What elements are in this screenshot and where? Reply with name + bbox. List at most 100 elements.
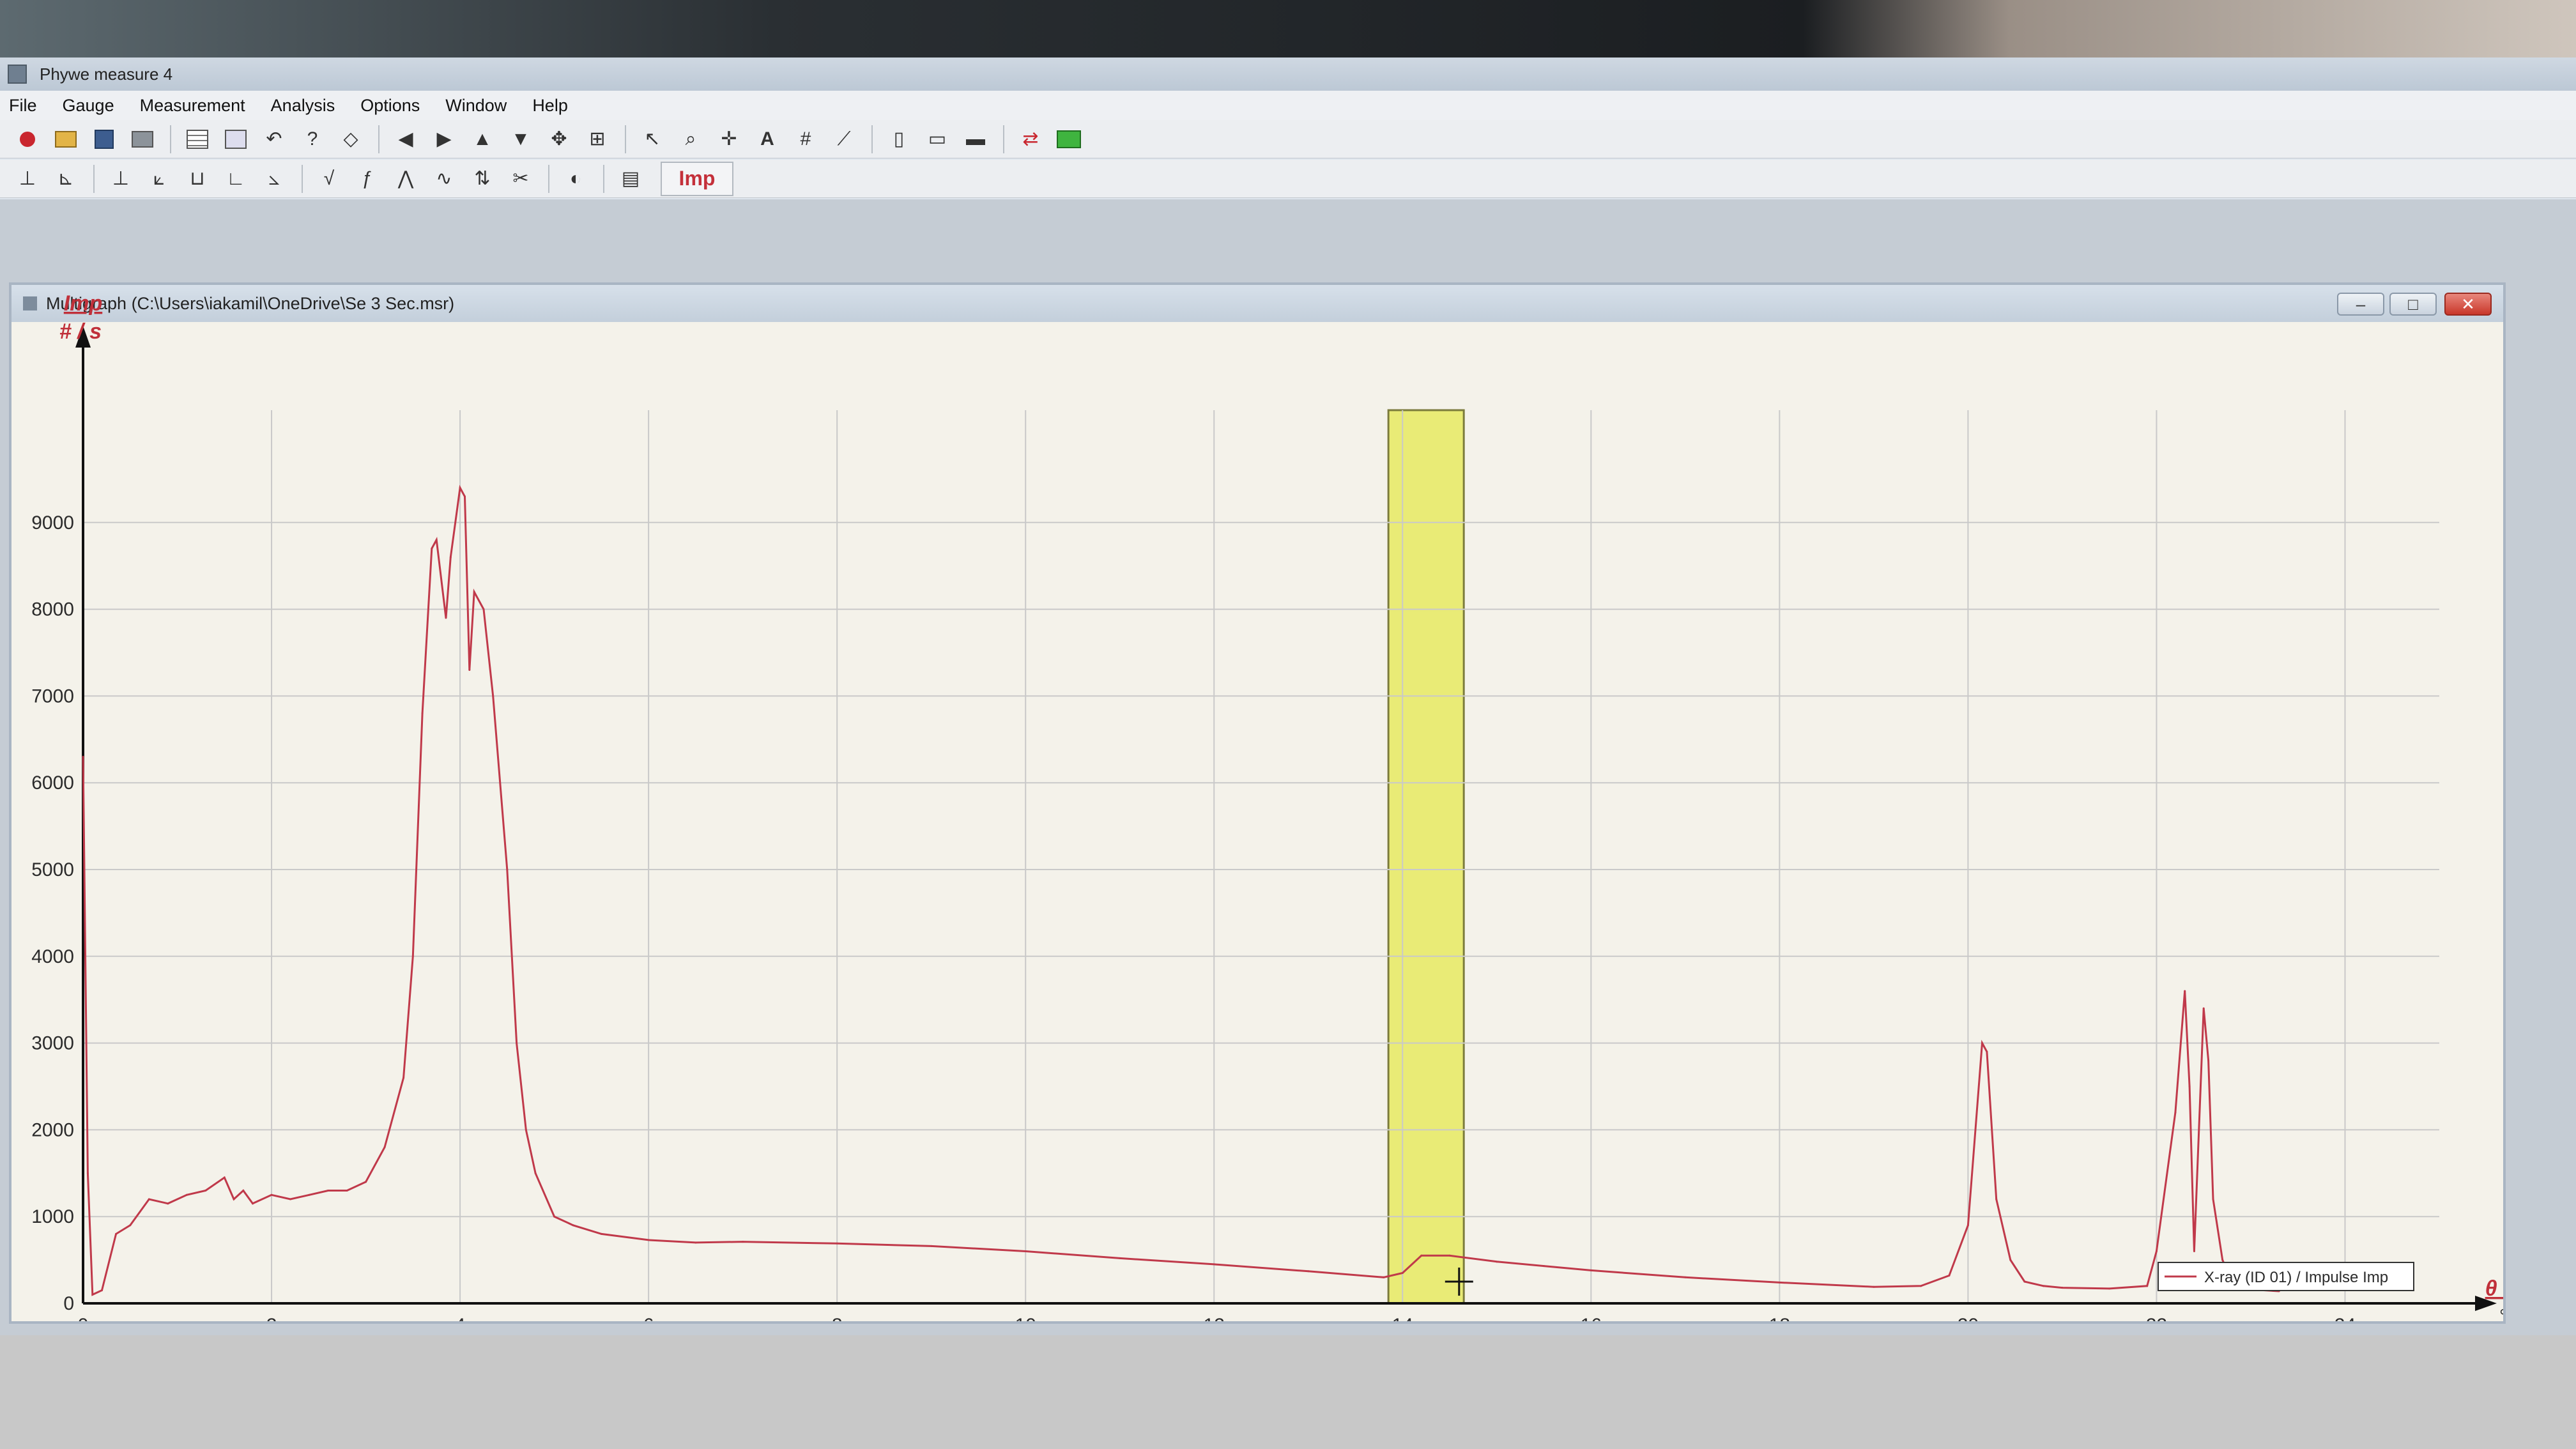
data-point — [2207, 1059, 2210, 1062]
menu-options[interactable]: Options — [360, 95, 420, 115]
data-point — [1383, 1276, 1385, 1278]
data-point — [600, 1232, 602, 1235]
transfer-icon[interactable]: ⇄ — [1022, 128, 1039, 150]
text-icon[interactable]: A — [760, 128, 774, 150]
smooth-icon[interactable]: ∿ — [436, 168, 452, 189]
record-icon[interactable] — [13, 125, 42, 154]
erase-icon[interactable]: ◇ — [343, 128, 358, 150]
arrow-down-icon[interactable]: ▼ — [511, 128, 530, 150]
y-tick-label: 1000 — [31, 1206, 74, 1227]
data-point — [204, 1189, 207, 1192]
axis-b-icon[interactable]: ⊾ — [57, 168, 74, 189]
crosshair-icon[interactable]: ✛ — [721, 128, 737, 150]
chart-plot-area[interactable]: 0246810121416182022240100020003000400050… — [12, 285, 2503, 1321]
data-point — [647, 1239, 650, 1241]
save-icon[interactable] — [89, 125, 119, 154]
document-icon — [23, 296, 37, 310]
data-point — [2202, 1007, 2205, 1009]
maximize-button[interactable]: □ — [2389, 293, 2437, 316]
close-button[interactable]: ✕ — [2444, 293, 2492, 316]
x-tick-label: 10 — [1015, 1315, 1036, 1321]
autoscale-icon[interactable]: ⊞ — [589, 128, 606, 150]
table-icon[interactable] — [183, 125, 212, 154]
swap-icon[interactable]: ⇅ — [474, 168, 491, 189]
minimize-button[interactable]: – — [2337, 293, 2384, 316]
open-folder-icon[interactable] — [51, 125, 80, 154]
x-tick-label: 2 — [266, 1315, 277, 1321]
axis-d-icon[interactable]: ⟀ — [153, 167, 165, 189]
axis-a-icon[interactable]: ⊥ — [19, 168, 36, 189]
zoom-icon[interactable]: ⌕ — [685, 128, 696, 150]
data-point — [2146, 1285, 2149, 1287]
screen-icon[interactable] — [1054, 125, 1084, 154]
photo-background-bottom — [0, 1335, 2576, 1449]
arrow-right-icon[interactable]: ▶ — [436, 128, 452, 150]
legend-box[interactable] — [2158, 1262, 2414, 1291]
y-tick-label: 4000 — [31, 946, 74, 967]
sqrt-icon[interactable]: √ — [323, 167, 335, 189]
data-point — [252, 1202, 254, 1205]
toolbar-separator — [625, 125, 626, 153]
toolbar-separator — [93, 164, 95, 193]
display-options-icon[interactable]: ▬ — [966, 128, 985, 150]
pointer-icon[interactable]: ↖ — [644, 128, 661, 150]
series-line-xray[interactable] — [82, 484, 2280, 1296]
x-axis-arrow — [2475, 1296, 2497, 1311]
channel-select-icon[interactable]: ▯ — [893, 128, 905, 150]
print-icon[interactable] — [128, 125, 157, 154]
undo-icon[interactable]: ↶ — [266, 128, 282, 150]
data-point — [1543, 1265, 1545, 1268]
x-tick-label: 4 — [455, 1315, 466, 1321]
survey-icon[interactable]: ⟋ — [837, 128, 851, 150]
display-icon[interactable]: ▭ — [928, 128, 947, 150]
data-point — [346, 1189, 348, 1192]
move-icon[interactable]: ✥ — [551, 128, 567, 150]
menu-measurement[interactable]: Measurement — [139, 95, 245, 115]
toolbar-separator — [378, 125, 379, 153]
analysis-toolbar: ⊥ ⊾ ⊥ ⟀ ⊔ ∟ ⦣ √ ƒ ⋀ ∿ ⇅ ✂ ◐ ▤ Imp — [0, 160, 2576, 198]
data-point — [1966, 1224, 1969, 1227]
data-point — [233, 1198, 235, 1200]
menu-gauge[interactable]: Gauge — [62, 95, 114, 115]
data-point — [534, 1172, 537, 1174]
integral-icon[interactable]: ƒ — [362, 167, 373, 189]
axis-c-icon[interactable]: ⊥ — [112, 168, 130, 189]
x-tick-label: 18 — [1769, 1315, 1790, 1321]
menu-analysis[interactable]: Analysis — [270, 95, 335, 115]
data-point — [2108, 1287, 2111, 1290]
data-point — [1420, 1254, 1423, 1257]
data-point — [1873, 1285, 1875, 1288]
image-icon[interactable] — [221, 125, 250, 154]
axis-f-icon[interactable]: ∟ — [226, 167, 245, 189]
photo-background-top — [0, 0, 2576, 57]
cut-icon[interactable]: ✂ — [512, 168, 529, 189]
data-point — [2042, 1285, 2044, 1287]
mdi-workspace: Multigraph (C:\Users\iakamil\OneDrive\Se… — [0, 199, 2576, 1335]
axis-g-icon[interactable]: ⦣ — [268, 167, 280, 189]
help-icon[interactable]: ? — [307, 128, 318, 150]
menu-file[interactable]: File — [9, 95, 37, 115]
imp-channel-button[interactable]: Imp — [661, 161, 733, 196]
legend-icon[interactable]: ▤ — [621, 168, 640, 189]
y-tick-label: 6000 — [31, 772, 74, 793]
data-point — [2212, 1198, 2214, 1200]
data-point — [1307, 1270, 1310, 1273]
axis-e-icon[interactable]: ⊔ — [190, 168, 205, 189]
x-axis-unit: ° — [2499, 1306, 2503, 1321]
data-point — [1024, 1250, 1027, 1253]
menu-window[interactable]: Window — [445, 95, 507, 115]
peak-icon[interactable]: ⋀ — [397, 168, 414, 189]
grid-icon[interactable]: # — [800, 128, 811, 150]
data-point — [2221, 1259, 2224, 1261]
sound-icon[interactable]: ◐ — [569, 167, 582, 189]
app-icon — [8, 65, 27, 84]
arrow-up-icon[interactable]: ▲ — [473, 128, 492, 150]
selection-band[interactable] — [1387, 409, 1465, 1305]
menu-help[interactable]: Help — [532, 95, 568, 115]
x-tick-label: 14 — [1392, 1315, 1413, 1321]
data-point — [402, 1077, 405, 1079]
data-point — [101, 1289, 103, 1292]
data-point — [1448, 1254, 1451, 1257]
y-tick-label: 7000 — [31, 686, 74, 707]
arrow-left-icon[interactable]: ◀ — [398, 128, 413, 150]
